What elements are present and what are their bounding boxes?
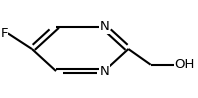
Text: N: N bbox=[99, 65, 109, 78]
Text: OH: OH bbox=[175, 58, 195, 71]
Text: N: N bbox=[99, 20, 109, 33]
Text: F: F bbox=[0, 27, 8, 40]
